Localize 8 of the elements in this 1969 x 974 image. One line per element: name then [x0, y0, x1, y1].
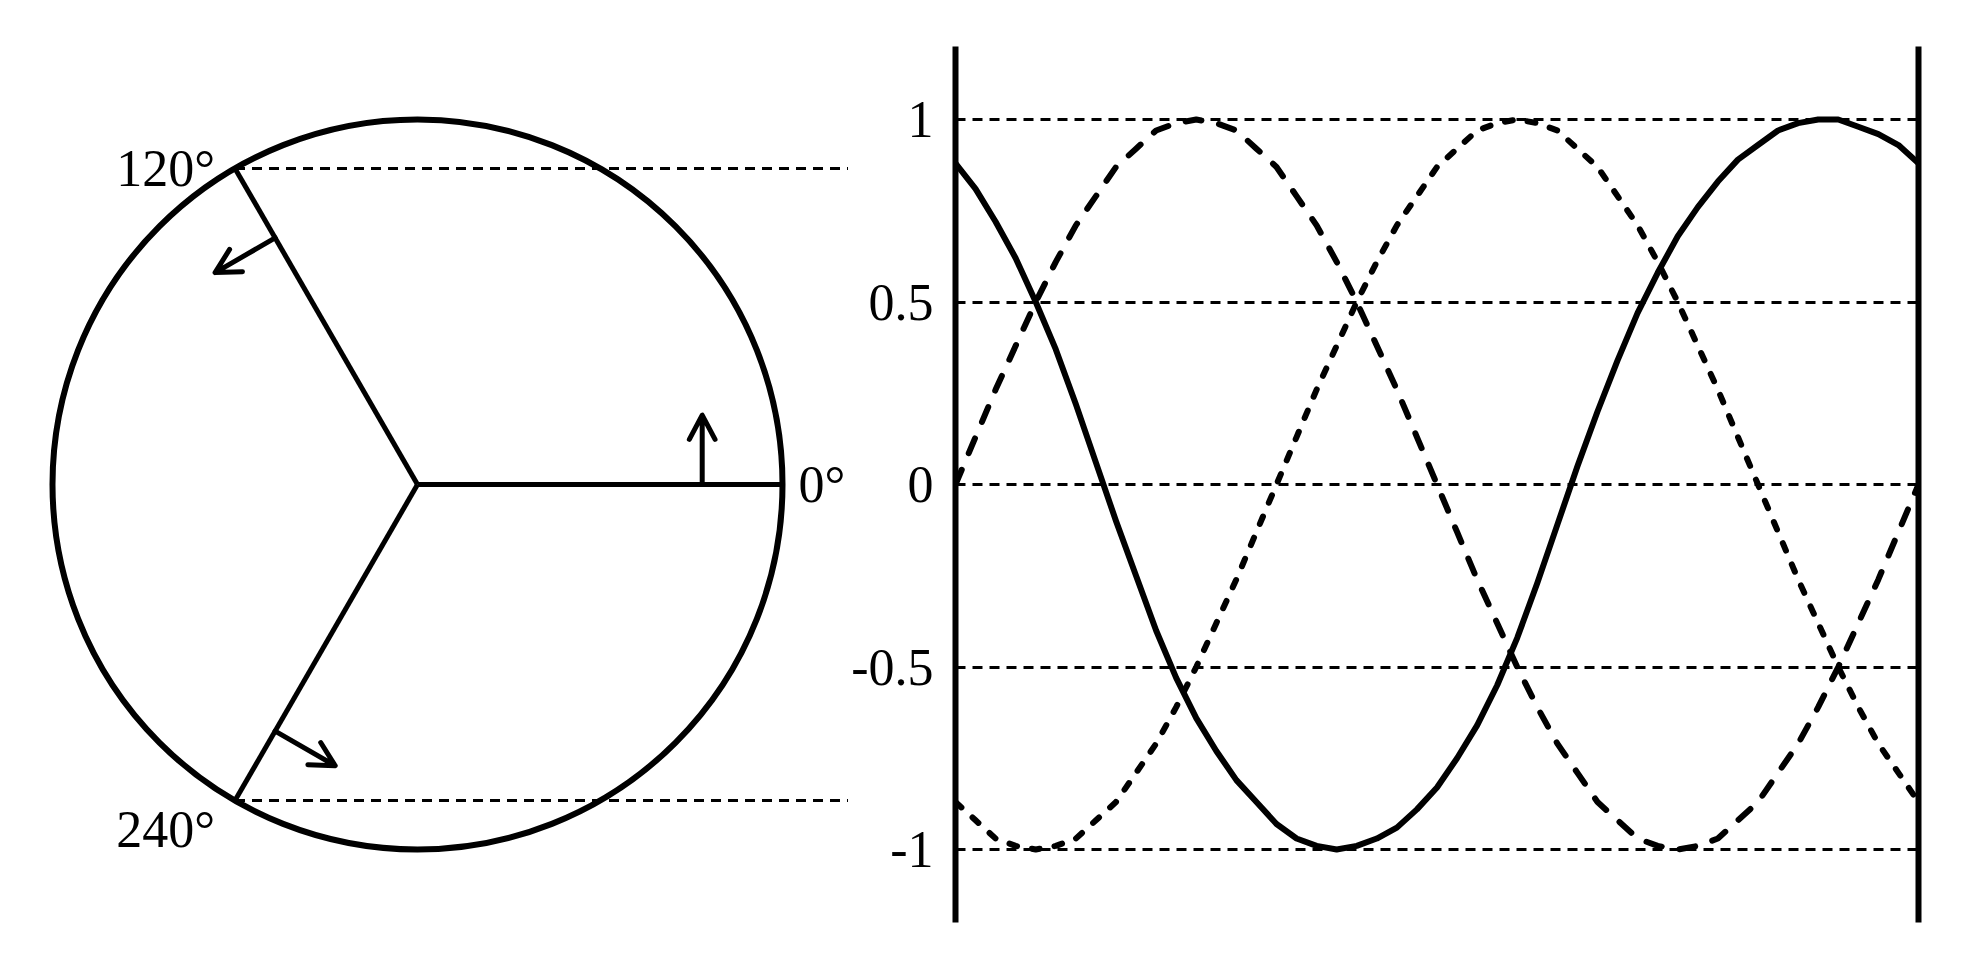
text: 120° — [116, 139, 215, 197]
y-tick-label: 0 — [907, 456, 934, 513]
y-tick-label: -0.5 — [851, 638, 934, 696]
y-tick-label: -1 — [890, 821, 934, 878]
text: 240° — [116, 800, 215, 858]
y-tick-label: 0.5 — [868, 273, 934, 331]
y-tick-label: 1 — [907, 91, 934, 148]
text: 0° — [798, 456, 846, 513]
